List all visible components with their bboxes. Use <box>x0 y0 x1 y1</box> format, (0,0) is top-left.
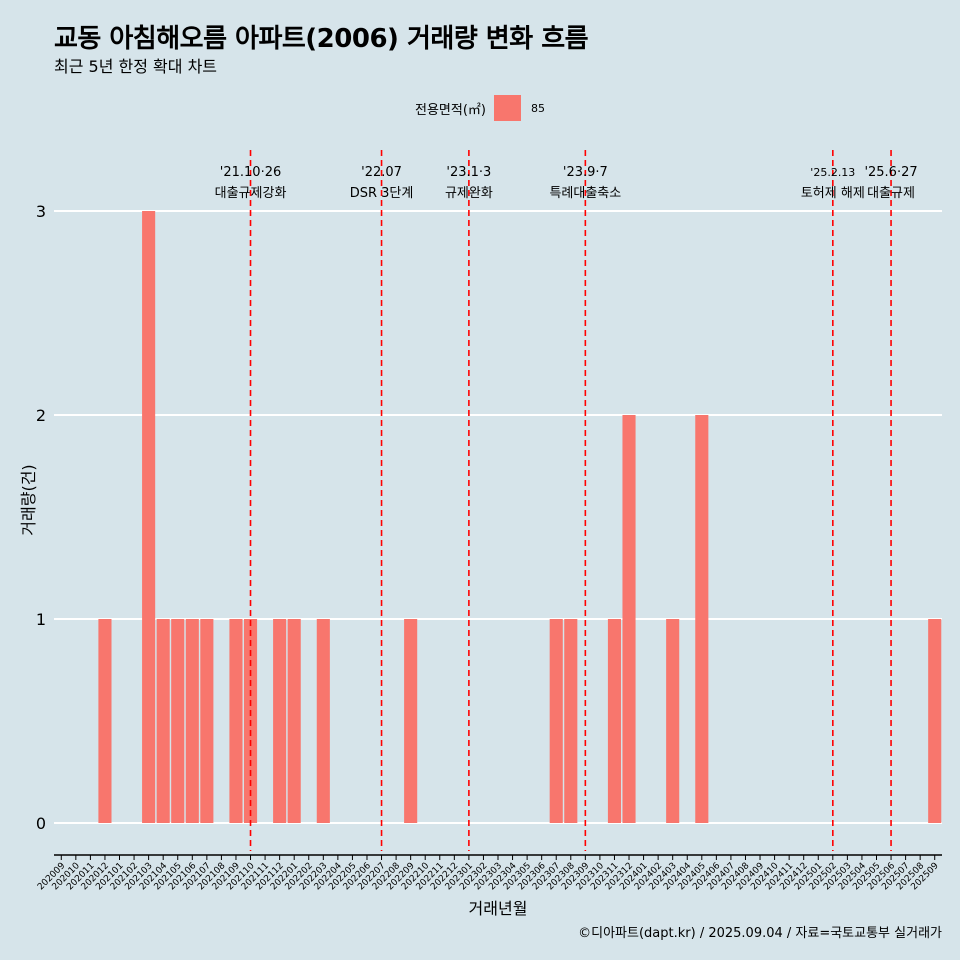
bar <box>564 619 578 823</box>
annotation-date: '21.10·26 <box>220 165 281 180</box>
y-tick-label: 1 <box>36 610 46 629</box>
y-tick-label: 3 <box>36 202 46 221</box>
annotation-label: 토허제 해제 <box>801 186 865 201</box>
bar <box>695 415 709 823</box>
annotation-label: 특례대출축소 <box>549 186 621 201</box>
bar <box>666 619 680 823</box>
legend-swatch <box>493 95 521 121</box>
caption: ©디아파트(dapt.kr) / 2025.09.04 / 자료=국토교통부 실… <box>578 926 942 941</box>
bar <box>549 619 563 823</box>
annotation-date: '25.2.13 <box>810 166 855 179</box>
bar <box>622 415 636 823</box>
y-axis-title: 거래량(건) <box>19 464 38 535</box>
annotation-label: DSR 3단계 <box>350 186 414 201</box>
bar <box>185 619 199 823</box>
bar <box>229 619 243 823</box>
annotation-date: '23.9·7 <box>563 165 608 180</box>
annotation-date: '25.6·27 <box>864 165 917 180</box>
bar <box>156 619 170 823</box>
legend: 전용면적(㎡) 85 <box>0 94 960 122</box>
bar <box>607 619 622 823</box>
bar <box>928 619 942 823</box>
annotation-label: 대출규제 <box>867 186 915 201</box>
y-tick-label: 0 <box>36 814 46 833</box>
bar <box>287 619 301 823</box>
bar <box>273 619 287 823</box>
y-tick-label: 2 <box>36 406 46 425</box>
bar <box>200 619 214 823</box>
bar <box>404 619 418 823</box>
annotation-date: '23.1·3 <box>446 165 491 180</box>
bar <box>142 211 156 823</box>
bar <box>98 619 112 823</box>
annotation-label: 규제완화 <box>445 186 493 201</box>
chart-title: 교동 아침해오름 아파트(2006) 거래량 변화 흐름 <box>54 24 589 54</box>
chart-subtitle: 최근 5년 한정 확대 차트 <box>54 57 218 76</box>
x-axis-title: 거래년월 <box>469 899 528 918</box>
legend-title: 전용면적(㎡) <box>415 102 486 118</box>
annotation-date: '22.07 <box>361 165 402 180</box>
legend-label: 85 <box>530 101 545 115</box>
annotation-label: 대출규제강화 <box>215 186 287 201</box>
bar <box>171 619 185 823</box>
bar <box>316 619 330 823</box>
